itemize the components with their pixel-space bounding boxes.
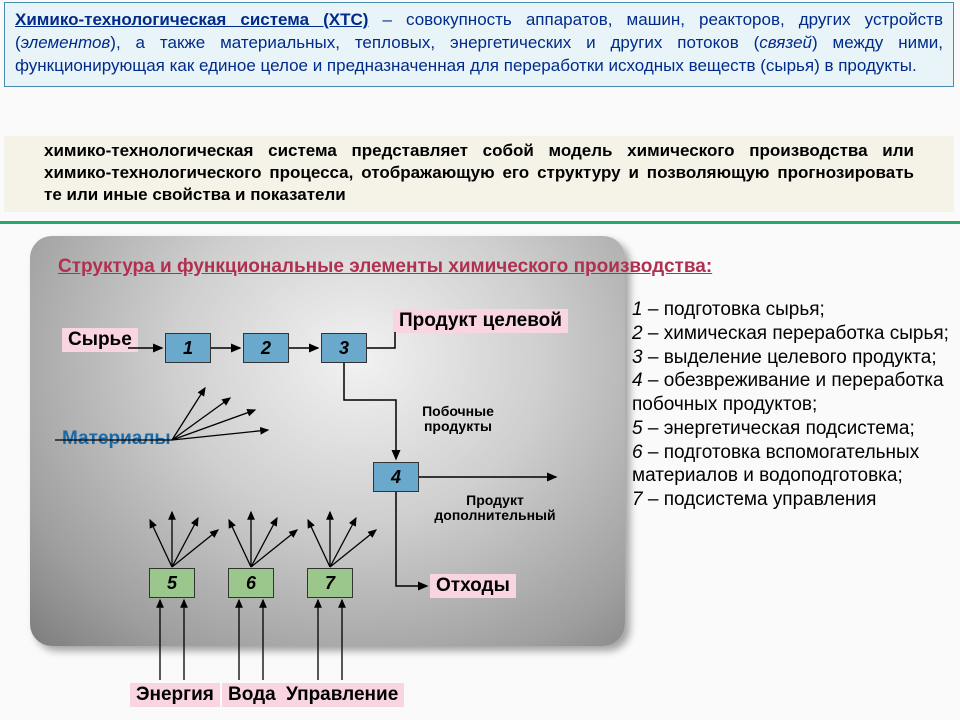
legend-item: 3 – выделение целевого продукта; xyxy=(632,346,950,370)
label-target-product: Продукт целевой xyxy=(393,309,568,333)
legend-item: 5 – энергетическая подсистема; xyxy=(632,417,950,441)
legend-item: 7 – подсистема управления xyxy=(632,488,950,512)
node-5: 5 xyxy=(149,568,195,598)
legend-item: 1 – подготовка сырья; xyxy=(632,298,950,322)
legend-item: 4 – обезвреживание и переработка побочны… xyxy=(632,369,950,417)
label-raw: Сырье xyxy=(62,328,138,352)
node-7: 7 xyxy=(307,568,353,598)
definition-lead: Химико-технологическая система (ХТС) xyxy=(15,10,368,29)
section-title: Структура и функциональные элементы хими… xyxy=(58,256,712,278)
legend-item: 6 – подготовка вспомогательных материало… xyxy=(632,441,950,489)
node-2: 2 xyxy=(243,333,289,363)
legend: 1 – подготовка сырья; 2 – химическая пер… xyxy=(632,298,950,512)
label-waste: Отходы xyxy=(430,574,516,598)
label-materials: Материалы xyxy=(62,428,171,450)
definition-box: Химико-технологическая система (ХТС) – с… xyxy=(4,2,954,87)
label-control: Управление xyxy=(280,683,404,707)
node-1: 1 xyxy=(165,333,211,363)
node-6: 6 xyxy=(228,568,274,598)
label-energy: Энергия xyxy=(130,683,220,707)
node-4: 4 xyxy=(373,462,419,492)
label-byproducts: Побочныепродукты xyxy=(413,404,503,435)
node-3: 3 xyxy=(321,333,367,363)
label-water: Вода xyxy=(222,683,282,707)
legend-item: 2 – химическая переработка сырья; xyxy=(632,322,950,346)
description-box: химико-технологическая система представл… xyxy=(4,136,954,212)
divider-line xyxy=(0,221,960,224)
label-addl-product: Продуктдополнительный xyxy=(430,493,560,524)
